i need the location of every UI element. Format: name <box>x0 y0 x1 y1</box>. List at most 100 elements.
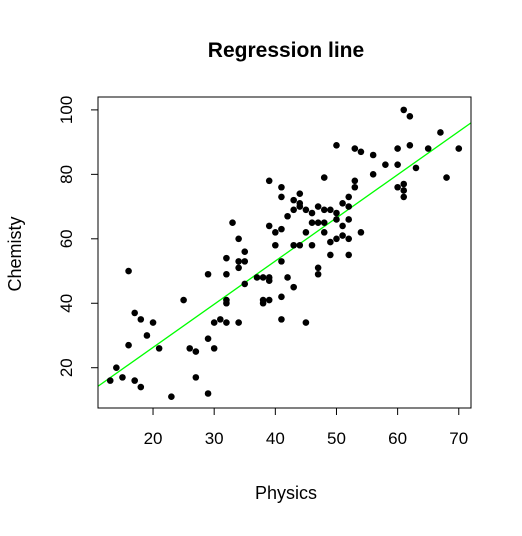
data-point-2 <box>119 374 126 381</box>
data-point-3 <box>125 341 132 349</box>
data-point-54 <box>284 212 291 220</box>
data-point-84 <box>339 232 346 239</box>
data-point-80 <box>333 235 340 243</box>
data-point-76 <box>320 174 328 181</box>
data-point-92 <box>351 183 359 191</box>
data-point-31 <box>235 258 242 265</box>
plot-area: 20 30 40 50 60 70 20 40 60 80 100 <box>57 96 472 448</box>
data-point-91 <box>345 193 353 201</box>
data-point-43 <box>265 222 273 230</box>
data-point-19 <box>204 270 212 278</box>
data-point-35 <box>241 248 249 255</box>
data-point-74 <box>320 219 328 226</box>
data-point-102 <box>394 145 401 152</box>
data-point-14 <box>186 345 194 352</box>
data-point-29 <box>235 319 242 326</box>
data-point-89 <box>345 216 353 223</box>
data-point-53 <box>284 274 291 281</box>
data-point-67 <box>308 219 316 226</box>
data-point-48 <box>278 293 285 301</box>
data-point-22 <box>216 316 224 323</box>
chart-title: Regression line <box>208 39 364 62</box>
data-point-55 <box>290 283 297 291</box>
data-point-109 <box>412 164 420 172</box>
data-point-18 <box>204 335 212 343</box>
data-point-95 <box>357 229 365 236</box>
data-point-108 <box>406 113 414 120</box>
data-point-62 <box>296 190 304 197</box>
data-point-9 <box>143 332 151 339</box>
data-point-20 <box>210 319 218 326</box>
data-point-57 <box>290 206 297 214</box>
plot-frame <box>97 96 472 409</box>
data-point-75 <box>320 206 328 214</box>
x-axis-label: Physics <box>255 483 317 503</box>
data-point-12 <box>168 393 175 401</box>
data-point-61 <box>296 200 304 207</box>
y-tick-label-20: 20 <box>57 358 76 377</box>
data-point-15 <box>192 374 200 381</box>
data-point-50 <box>278 225 285 233</box>
data-point-107 <box>406 142 414 149</box>
data-point-81 <box>333 216 340 223</box>
data-point-13 <box>180 296 187 304</box>
y-tick-label-40: 40 <box>57 294 76 313</box>
x-tick-label-60: 60 <box>388 429 407 448</box>
data-point-34 <box>241 258 249 265</box>
data-point-83 <box>333 142 340 149</box>
x-tick-label-30: 30 <box>205 429 224 448</box>
data-point-39 <box>259 274 267 281</box>
data-point-86 <box>339 200 346 207</box>
data-point-30 <box>235 264 242 272</box>
y-tick-label-60: 60 <box>57 229 76 248</box>
regression-line <box>98 122 471 387</box>
data-point-111 <box>437 129 444 136</box>
data-point-69 <box>314 270 322 278</box>
data-point-101 <box>394 161 401 168</box>
data-point-68 <box>308 209 316 217</box>
data-point-44 <box>265 177 273 185</box>
data-point-94 <box>351 145 359 152</box>
data-point-40 <box>265 296 273 304</box>
data-point-110 <box>424 145 432 152</box>
data-point-64 <box>302 229 310 236</box>
data-point-32 <box>235 235 242 243</box>
data-point-63 <box>302 319 310 326</box>
data-point-73 <box>320 229 328 236</box>
data-point-11 <box>155 345 163 352</box>
x-tick-label-20: 20 <box>144 429 163 448</box>
data-point-10 <box>149 319 157 326</box>
data-point-45 <box>272 241 279 249</box>
data-point-100 <box>394 183 401 191</box>
data-point-5 <box>131 309 138 317</box>
data-point-85 <box>339 222 346 230</box>
data-point-65 <box>302 206 310 214</box>
data-point-4 <box>125 267 132 275</box>
y-tick-label-100: 100 <box>57 96 76 124</box>
data-point-58 <box>290 196 297 204</box>
data-point-25 <box>223 296 230 304</box>
data-point-96 <box>357 148 365 156</box>
data-point-51 <box>278 193 285 201</box>
data-point-103 <box>400 193 408 201</box>
data-point-28 <box>229 219 236 226</box>
y-tick-label-80: 80 <box>57 165 76 184</box>
data-point-78 <box>327 238 334 246</box>
data-point-33 <box>241 280 249 288</box>
data-point-71 <box>314 219 322 226</box>
data-point-66 <box>308 241 316 249</box>
data-point-98 <box>369 151 377 159</box>
data-point-8 <box>137 316 145 323</box>
data-point-52 <box>278 183 285 191</box>
data-point-56 <box>290 241 297 249</box>
data-point-46 <box>272 229 279 236</box>
data-point-99 <box>382 161 389 168</box>
data-point-72 <box>314 203 322 210</box>
data-point-47 <box>278 316 285 323</box>
y-axis-label: Chemisty <box>5 216 25 291</box>
data-point-27 <box>223 254 230 262</box>
data-point-106 <box>400 106 408 114</box>
data-point-79 <box>327 206 334 214</box>
data-point-88 <box>345 235 353 243</box>
